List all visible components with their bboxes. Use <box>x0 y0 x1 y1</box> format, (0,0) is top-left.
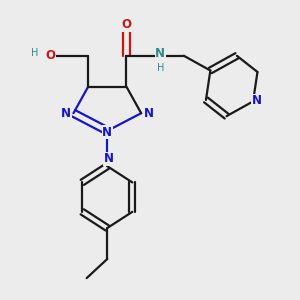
Text: O: O <box>46 49 56 62</box>
Text: N: N <box>252 94 262 107</box>
Text: H: H <box>157 63 164 73</box>
Text: O: O <box>122 18 131 32</box>
Text: N: N <box>104 152 114 165</box>
Text: N: N <box>102 126 112 139</box>
Text: H: H <box>32 48 39 59</box>
Text: N: N <box>143 107 154 120</box>
Text: N: N <box>61 107 71 120</box>
Text: N: N <box>155 47 165 60</box>
